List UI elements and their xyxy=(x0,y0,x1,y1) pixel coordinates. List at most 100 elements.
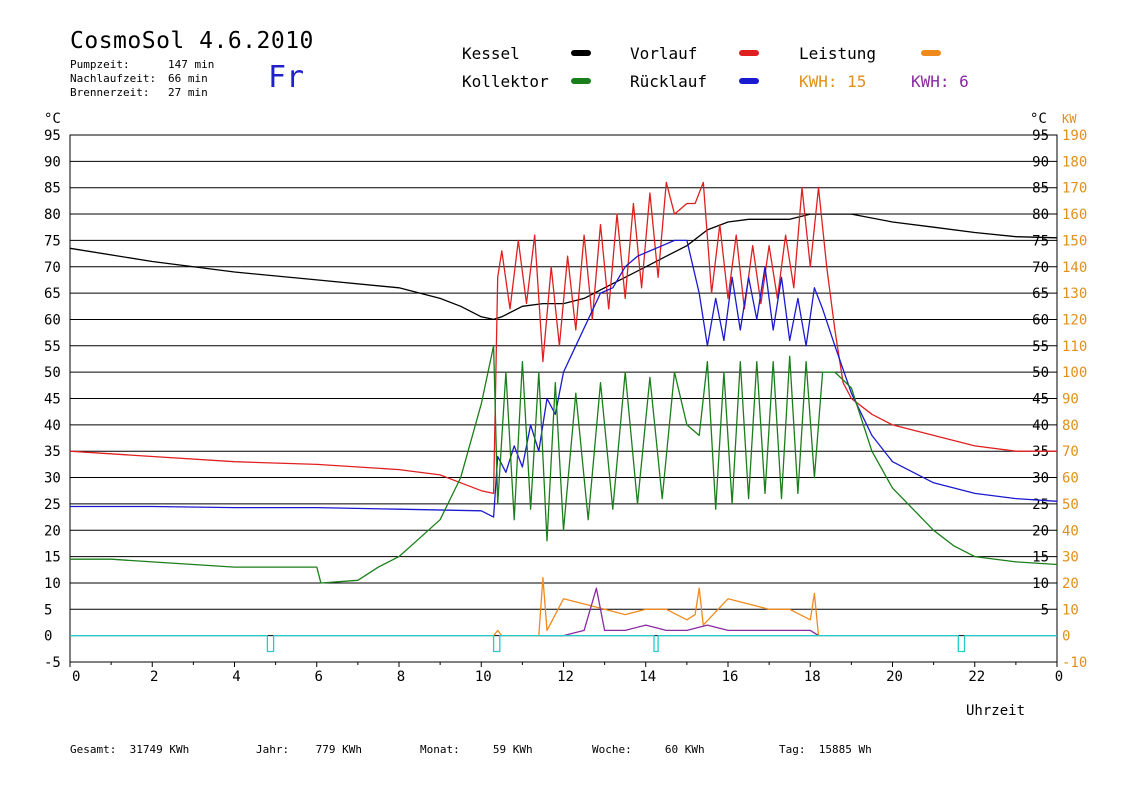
y-tick-left-label: 65 xyxy=(44,286,61,302)
kw-tick-label: 190 xyxy=(1062,128,1087,144)
kwh1-label: KWH: xyxy=(799,72,838,91)
y-tick-left-label: 50 xyxy=(44,365,61,381)
series-line-rcklauf xyxy=(70,239,1058,518)
kw-tick-label: 40 xyxy=(1062,523,1079,539)
x-tick-label: 8 xyxy=(397,669,405,685)
legend-kollektor-label: Kollektor xyxy=(462,72,549,91)
series-line-vorlauf xyxy=(69,181,1057,495)
series-line-kessel xyxy=(69,213,1058,321)
stat-label: Pumpzeit: xyxy=(70,58,130,71)
y-tick-right-label: 60 xyxy=(1032,312,1049,328)
kw-tick-label: 60 xyxy=(1062,471,1079,487)
footer-label: Jahr: xyxy=(256,743,290,756)
y-tick-left-label: 10 xyxy=(44,576,61,592)
y-tick-right-label: 80 xyxy=(1032,207,1049,223)
legend-ruecklauf-label: Rücklauf xyxy=(630,72,708,91)
x-tick-label: 14 xyxy=(639,669,656,685)
y-tick-left-label: 0 xyxy=(44,629,52,645)
x-tick-label: 18 xyxy=(804,669,821,685)
kw-tick-label: 180 xyxy=(1062,154,1087,170)
stat-row: Brennerzeit: 27 min xyxy=(70,86,208,99)
legend-leistung-swatch xyxy=(921,50,941,56)
y-tick-right-label: 45 xyxy=(1032,392,1049,408)
kw-tick-label: 90 xyxy=(1062,392,1079,408)
y-tick-left-label: 85 xyxy=(44,181,61,197)
footer-label: Monat: xyxy=(420,743,460,756)
x-tick-label: 16 xyxy=(722,669,739,685)
footer-jahr: Jahr: 779 KWh xyxy=(256,743,362,756)
y-tick-left-label: 20 xyxy=(44,523,61,539)
footer-tag: Tag: 15885 Wh xyxy=(779,743,872,756)
y-tick-right-label: 70 xyxy=(1032,260,1049,276)
footer-value: 60 KWh xyxy=(664,743,705,756)
footer-label: Gesamt: xyxy=(70,743,117,756)
legend-ruecklauf-swatch xyxy=(739,78,759,84)
footer-label: Tag: xyxy=(779,743,806,756)
footer-monat: Monat: 59 KWh xyxy=(420,743,533,756)
x-tick-label: 2 xyxy=(150,669,158,685)
legend-vorlauf-swatch xyxy=(739,50,759,56)
kw-tick-label: 50 xyxy=(1062,497,1079,513)
y-tick-right-label: 65 xyxy=(1032,286,1049,302)
y-tick-left-label: 35 xyxy=(44,444,61,460)
stat-value: 27 min xyxy=(168,86,208,99)
stat-label: Brennerzeit: xyxy=(70,86,150,99)
footer-gesamt: Gesamt: 31749 KWh xyxy=(70,743,189,756)
y-tick-left-label: 45 xyxy=(44,392,61,408)
y-tick-right-label: 55 xyxy=(1032,339,1049,355)
legend-kessel-swatch xyxy=(571,50,591,56)
y-tick-left-label: 95 xyxy=(44,128,61,144)
y-axis-label-left: °C xyxy=(44,111,61,127)
kw-tick-label: 100 xyxy=(1062,365,1087,381)
weekday-label: Fr xyxy=(268,60,305,95)
y-tick-right-label: 15 xyxy=(1032,550,1049,566)
kw-tick-label: 110 xyxy=(1062,339,1087,355)
x-tick-label: 4 xyxy=(232,669,240,685)
x-tick-label: 20 xyxy=(886,669,903,685)
y-tick-left-label: 30 xyxy=(44,471,61,487)
footer-woche: Woche: 60 KWh xyxy=(592,743,705,756)
kw-tick-label: 80 xyxy=(1062,418,1079,434)
kw-axis-label: KW xyxy=(1062,112,1077,126)
x-tick-label: 12 xyxy=(557,669,574,685)
x-tick-label: 0 xyxy=(72,669,80,685)
kw-tick-label: 10 xyxy=(1062,602,1079,618)
y-tick-left-label: 60 xyxy=(44,312,61,328)
kw-tick-label: 140 xyxy=(1062,260,1087,276)
y-tick-right-label: 10 xyxy=(1032,576,1049,592)
legend-kessel-label: Kessel xyxy=(462,44,520,63)
x-axis-label: Uhrzeit xyxy=(966,703,1025,719)
y-tick-right-label: 85 xyxy=(1032,181,1049,197)
kw-tick-label: 170 xyxy=(1062,181,1087,197)
y-tick-right-label: 5 xyxy=(1041,602,1049,618)
app-title: CosmoSol 4.6.2010 xyxy=(70,28,314,54)
y-axis-label-right: °C xyxy=(1030,111,1047,127)
y-tick-left-label: 75 xyxy=(44,233,61,249)
stat-row: Pumpzeit: 147 min xyxy=(70,58,214,71)
y-tick-right-label: 40 xyxy=(1032,418,1049,434)
footer-label: Woche: xyxy=(592,743,632,756)
y-tick-right-label: 50 xyxy=(1032,365,1049,381)
stat-value: 66 min xyxy=(168,72,208,85)
footer-value: 59 KWh xyxy=(492,743,533,756)
x-tick-label: 0 xyxy=(1055,669,1063,685)
legend-kollektor-swatch xyxy=(571,78,591,84)
kw-tick-label: 20 xyxy=(1062,576,1079,592)
y-tick-right-label: 30 xyxy=(1032,471,1049,487)
y-tick-left-label: 25 xyxy=(44,497,61,513)
legend-vorlauf-label: Vorlauf xyxy=(630,44,698,63)
legend-kwh1: KWH: 15 xyxy=(799,72,866,91)
y-tick-left-label: 15 xyxy=(44,550,61,566)
x-tick-label: 6 xyxy=(315,669,323,685)
footer-value: 779 KWh xyxy=(315,743,362,756)
kw-tick-label: 160 xyxy=(1062,207,1087,223)
kw-tick-label: 150 xyxy=(1062,233,1087,249)
footer-value: 15885 Wh xyxy=(818,743,872,756)
footer-value: 31749 KWh xyxy=(129,743,190,756)
y-tick-right-label: 20 xyxy=(1032,523,1049,539)
y-tick-right-label: 75 xyxy=(1032,233,1049,249)
legend-kwh2: KWH: 6 xyxy=(911,72,969,91)
y-tick-left-label: 70 xyxy=(44,260,61,276)
kw-tick-label: 30 xyxy=(1062,550,1079,566)
y-tick-right-label: 35 xyxy=(1032,444,1049,460)
